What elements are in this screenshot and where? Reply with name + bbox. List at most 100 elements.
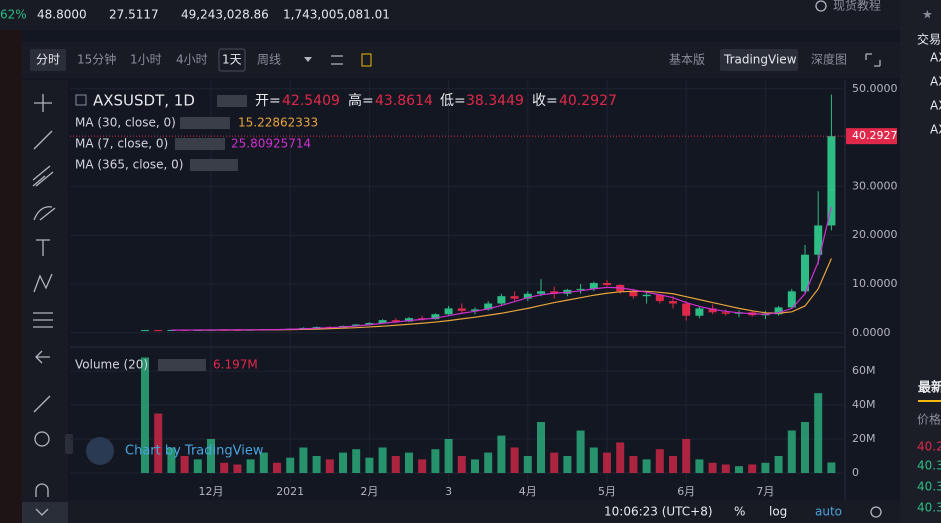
latest[interactable]: 最新	[918, 380, 941, 396]
candle-body	[444, 308, 453, 315]
last-price-box	[846, 128, 897, 145]
pattern-tool[interactable]	[33, 273, 53, 293]
zoom-tool[interactable]	[34, 431, 50, 447]
measure-tool[interactable]	[33, 312, 53, 328]
candle-body	[721, 312, 730, 314]
volume-bar	[563, 455, 572, 473]
pair[interactable]: AX	[930, 123, 941, 137]
volume-bar	[629, 455, 638, 473]
volume-bar	[787, 430, 796, 473]
ruler-tool[interactable]	[33, 395, 51, 413]
scale-button[interactable]: auto	[815, 505, 842, 519]
x-tick-label: 3	[445, 485, 452, 498]
price: 40.3	[917, 459, 941, 473]
legend-value: 43.8614	[375, 93, 433, 109]
interval[interactable]: 4小时	[176, 53, 208, 67]
collapse[interactable]	[65, 434, 73, 454]
view[interactable]: 深度图	[811, 52, 847, 67]
magnet-tool[interactable]	[35, 483, 49, 497]
interval[interactable]: 分时	[36, 53, 60, 67]
interval[interactable]: 1小时	[130, 53, 162, 67]
volume-bar	[286, 457, 295, 473]
view[interactable]: 基本版	[669, 53, 705, 67]
legend-icons[interactable]	[158, 359, 206, 371]
interval-box	[218, 48, 246, 72]
fib-tool[interactable]	[32, 165, 54, 187]
settings-icon[interactable]	[331, 55, 343, 65]
legend-icons[interactable]	[180, 117, 230, 129]
indicator-name: MA (365, close, 0)	[75, 158, 183, 172]
pair[interactable]: AX	[930, 75, 941, 89]
collapse-icon[interactable]	[75, 94, 87, 106]
back-tool[interactable]	[35, 350, 50, 364]
fullscreen-icon[interactable]	[865, 53, 881, 67]
candle-body	[827, 136, 836, 226]
candle-body	[682, 303, 691, 316]
tab-underline	[918, 400, 941, 402]
volume-bar	[695, 459, 704, 473]
volume-bar	[735, 466, 743, 473]
interval[interactable]: 15分钟	[77, 52, 116, 67]
volume-bar	[682, 439, 691, 473]
active-tab	[30, 49, 66, 71]
help-link[interactable]: 现货教程	[833, 0, 881, 13]
indicator-icon[interactable]	[361, 53, 372, 67]
volume-bar	[391, 455, 400, 473]
candle-body	[405, 318, 413, 322]
volume-bar	[444, 439, 453, 473]
volume-value: 6.197M	[213, 358, 258, 372]
volume-bar	[748, 464, 757, 473]
volume-bar	[325, 459, 334, 473]
pair[interactable]: AX	[930, 51, 941, 65]
ticker-bar	[0, 0, 900, 30]
candle-body	[603, 283, 611, 285]
candle-body	[418, 318, 427, 320]
volume-bar	[761, 462, 770, 473]
price-header: 价格	[917, 412, 941, 427]
candle-body	[695, 308, 704, 316]
crosshair-tool[interactable]	[34, 94, 52, 112]
sidebar-header: 交易	[917, 32, 941, 47]
candle-body	[523, 293, 532, 299]
interval[interactable]: 1天	[222, 53, 242, 67]
candle-body	[629, 291, 638, 297]
legend-label: 高=	[348, 92, 374, 109]
legend-icons[interactable]	[190, 159, 238, 171]
volume-bar	[233, 464, 242, 473]
candle-body	[391, 320, 400, 322]
volume-tick-label: 40M	[852, 398, 876, 411]
volume-bar	[220, 462, 229, 473]
legend-icons[interactable]	[217, 95, 247, 107]
watermark[interactable]: Chart by TradingView	[125, 444, 264, 459]
candle-body	[787, 291, 796, 308]
scale-button[interactable]: log	[769, 505, 787, 519]
candle-body	[589, 283, 598, 289]
view[interactable]: TradingView	[723, 53, 797, 67]
candle-body	[378, 320, 387, 324]
volume-bar	[193, 459, 202, 473]
legend-label: 低=	[440, 93, 466, 109]
candle-body	[457, 308, 466, 311]
stat: 49,243,028.86	[181, 8, 269, 22]
scale-button[interactable]: %	[734, 505, 745, 519]
line-tool[interactable]	[33, 130, 53, 150]
candle-body	[154, 330, 163, 332]
settings[interactable]	[870, 506, 882, 518]
text-tool[interactable]	[36, 239, 50, 256]
pair[interactable]: AX	[930, 99, 941, 113]
volume-bar	[510, 447, 519, 473]
volume-bar	[827, 462, 836, 473]
brush-tool[interactable]	[33, 206, 56, 221]
dropdown[interactable]	[304, 57, 312, 62]
interval[interactable]: 周线	[257, 53, 281, 67]
volume-bar	[207, 439, 215, 473]
volume-bar	[246, 459, 255, 473]
candle-body	[550, 291, 559, 294]
volume-bar	[616, 442, 625, 473]
legend-icons[interactable]	[175, 138, 225, 150]
x-tick-label: 5月	[598, 485, 616, 498]
clock: 10:06:23 (UTC+8)	[604, 505, 713, 519]
star[interactable]: ★	[922, 8, 933, 22]
volume-bar	[154, 413, 163, 473]
legend-label: 开=	[255, 93, 281, 109]
